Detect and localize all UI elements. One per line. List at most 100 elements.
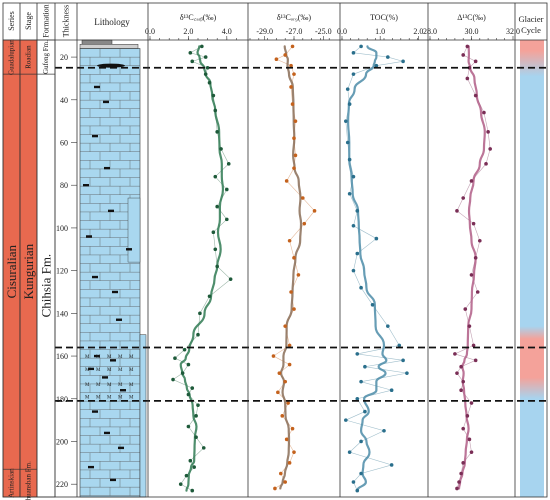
thickness-tick-label: 140 [56, 309, 68, 318]
dolomite-mark: M [85, 355, 90, 360]
data-point-d13c_diff [488, 147, 492, 151]
data-point-d13corg [293, 119, 298, 123]
data-point-d13c [196, 403, 200, 407]
panel-title-d13c_diff: Δ¹³C(‰) [457, 13, 486, 22]
chert-nodule [110, 359, 116, 362]
axis-tick-label-d13c: 4.0 [222, 27, 232, 36]
header-glacier-line2: Cycle [521, 25, 541, 35]
header-stage: Stage [24, 12, 33, 30]
dolomite-mark: M [96, 383, 101, 388]
data-point-d13corg [292, 72, 296, 76]
data-point-d13corg [302, 221, 307, 226]
series-trend-d13c_diff [457, 45, 486, 490]
data-point-d13c_diff [461, 461, 466, 465]
dolomite-mark: M [118, 383, 123, 388]
data-point-toc [389, 388, 394, 393]
data-point-d13corg [274, 57, 279, 62]
data-point-toc [344, 119, 348, 123]
series-unit-label: Artinskian [8, 468, 16, 498]
data-point-toc [351, 174, 356, 179]
chert-nodule [88, 367, 94, 371]
data-point-d13c_diff [459, 388, 463, 393]
thickness-tick-label: 200 [56, 437, 68, 446]
data-point-d13corg [289, 290, 293, 294]
data-point-toc [382, 428, 386, 433]
series-trend-toc [347, 45, 388, 492]
data-point-d13corg [273, 486, 277, 491]
thickness-tick-label: 40 [60, 96, 68, 105]
thickness-tick-label: 120 [56, 267, 68, 276]
panel-title-d13corg: δ¹³Cₒᵣ₉(‰) [277, 13, 311, 22]
data-point-d13corg [292, 307, 296, 311]
data-point-d13c_diff [471, 221, 476, 226]
data-point-toc [359, 439, 363, 444]
data-point-toc [374, 236, 379, 241]
data-point-d13c_diff [455, 371, 459, 375]
data-point-d13c_diff [469, 273, 474, 277]
header-series: Series [7, 11, 16, 31]
chert-nodule [102, 376, 108, 379]
data-point-d13c_diff [463, 307, 468, 311]
data-point-d13c_diff [475, 290, 480, 294]
data-point-d13c [198, 311, 202, 316]
dolomite-mark: M [129, 383, 134, 388]
data-point-toc [359, 285, 363, 290]
lith-bump [139, 334, 147, 498]
data-point-toc [347, 191, 352, 196]
panel-title-toc: TOC(%) [370, 13, 398, 22]
dolomite-mark: M [129, 368, 134, 373]
data-point-d13c [213, 174, 218, 179]
data-point-toc [401, 358, 405, 363]
data-point-d13c_diff [469, 450, 474, 454]
data-point-toc [351, 51, 356, 55]
data-point-d13corg [271, 354, 276, 358]
data-point-d13c [196, 332, 200, 337]
data-point-toc [359, 471, 363, 476]
data-point-d13c_diff [461, 426, 466, 431]
series-raw-line-d13c [172, 46, 232, 491]
data-point-d13c_diff [459, 471, 463, 476]
data-point-d13c [211, 93, 216, 98]
chert-nodule [92, 275, 98, 279]
axis-tick-label-d13corg: -27.0 [286, 27, 303, 36]
data-point-d13c [225, 217, 229, 222]
dolomite-mark: M [96, 355, 101, 360]
data-point-d13c [215, 130, 219, 134]
data-point-toc [344, 418, 348, 422]
data-point-d13c [190, 386, 195, 390]
data-point-d13corg [289, 85, 293, 89]
chert-nodule [116, 318, 122, 321]
data-point-d13c [190, 59, 195, 64]
data-point-toc [345, 140, 350, 145]
header-glacier-line1: Glacier [518, 14, 543, 24]
dolomite-mark: M [96, 396, 101, 401]
chert-nodule [94, 85, 100, 89]
axis-tick-label-d13c: 0.0 [145, 27, 155, 36]
data-point-d13c [211, 230, 216, 234]
data-point-d13c_diff [467, 437, 472, 442]
data-point-d13c [194, 435, 198, 440]
data-point-d13c [200, 44, 204, 49]
chert-nodule [110, 478, 116, 482]
series-unit-label: Guadalupian [8, 39, 16, 75]
data-point-d13corg [290, 426, 295, 431]
thickness-tick-label: 180 [56, 395, 68, 404]
data-point-d13corg [290, 44, 295, 49]
data-point-d13c [228, 277, 233, 281]
data-point-d13c_diff [461, 379, 466, 384]
data-point-toc [359, 379, 363, 384]
chert-nodule [103, 100, 109, 104]
dolomite-mark: M [107, 383, 112, 388]
data-point-d13c_diff [459, 364, 463, 369]
data-point-toc [351, 223, 356, 228]
data-point-d13corg [276, 390, 280, 395]
data-point-toc [347, 157, 352, 162]
data-point-d13c [178, 482, 183, 486]
data-point-d13c_diff [465, 414, 470, 418]
data-point-d13c [213, 108, 218, 113]
data-point-toc [355, 251, 360, 256]
axis-tick-label-d13c_diff: 32.0 [506, 27, 520, 36]
data-point-d13c_diff [465, 76, 470, 81]
series-trend-d13c [179, 45, 225, 492]
